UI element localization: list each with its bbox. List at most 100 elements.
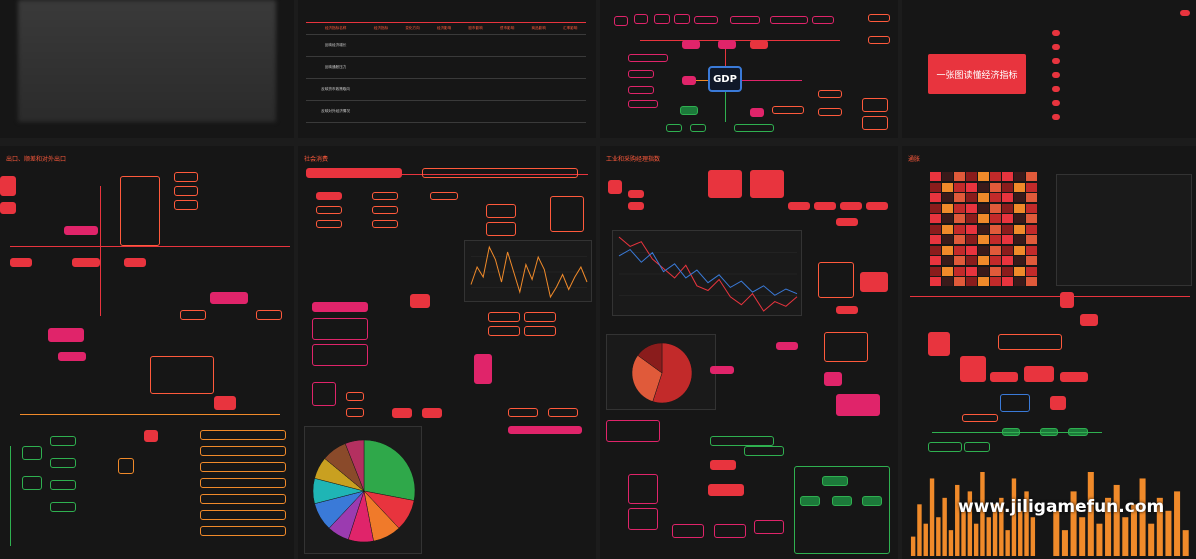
- node-box: [928, 332, 950, 356]
- bar: [1005, 530, 1010, 556]
- heatmap-cell: [930, 235, 941, 244]
- node-box: [614, 16, 628, 26]
- table-header: 经济指标名称: [306, 22, 366, 35]
- heatmap-cell: [978, 266, 989, 276]
- heatmap-cell: [954, 256, 965, 265]
- bar: [1079, 517, 1086, 556]
- heatmap-cell: [966, 266, 977, 276]
- panel-bottom-4: 通胀: [902, 146, 1196, 559]
- heatmap-cell: [1014, 182, 1025, 192]
- bullet: [1052, 58, 1060, 64]
- bar: [1113, 484, 1120, 556]
- bar: [1024, 491, 1029, 556]
- node-box: [0, 176, 16, 196]
- heatmap-cell: [954, 277, 965, 286]
- node-group: [628, 508, 658, 530]
- bullet: [1052, 44, 1060, 50]
- heatmap: [910, 172, 1050, 292]
- node-group: [550, 196, 584, 232]
- node-box: [10, 258, 32, 267]
- node-box: [118, 458, 134, 474]
- node-box: [836, 306, 858, 314]
- gdp-node: GDP: [708, 66, 742, 92]
- node-box: [964, 442, 990, 452]
- node-box: [372, 220, 398, 228]
- node-box: [214, 396, 236, 410]
- heatmap-cell: [1002, 182, 1013, 192]
- heatmap-cell: [942, 277, 953, 286]
- bar: [961, 510, 966, 556]
- bar: [1070, 491, 1077, 556]
- heatmap-cell: [1014, 277, 1025, 286]
- pie-slice: [631, 355, 663, 402]
- heatmap-cell: [978, 277, 989, 286]
- node-box: [654, 14, 670, 24]
- blurred-region: [18, 0, 276, 122]
- node-box: [144, 430, 158, 442]
- node-box: [174, 186, 198, 196]
- table-cell: 反映货币政策取向: [306, 78, 366, 101]
- heatmap-cell: [930, 277, 941, 286]
- heatmap-cell: [1014, 172, 1025, 181]
- bar: [999, 497, 1004, 556]
- node-box: [862, 496, 882, 506]
- node-box: [990, 372, 1018, 382]
- pie-chart-frame: [304, 426, 422, 554]
- heatmap-cell: [942, 245, 953, 255]
- line-chart: [618, 236, 798, 312]
- node-box: [200, 462, 286, 472]
- node-box: [868, 14, 890, 22]
- node-box: [682, 76, 696, 85]
- node-box: [174, 200, 198, 210]
- node-group: [150, 356, 214, 394]
- line-chart: [470, 245, 588, 299]
- heatmap-cell: [1014, 214, 1025, 223]
- node-box: [372, 192, 398, 200]
- heatmap-cell: [930, 203, 941, 213]
- node-box: [730, 16, 760, 24]
- table-row: 反映经济增长: [306, 34, 586, 57]
- node-box: [862, 116, 888, 130]
- series-line: [618, 236, 798, 312]
- node-box: [960, 356, 986, 382]
- node-box: [1024, 366, 1054, 382]
- node-box: [508, 426, 582, 434]
- heatmap-cell: [954, 245, 965, 255]
- node-box: [48, 328, 84, 342]
- node-box: [50, 480, 76, 490]
- table-header: 股市影响: [459, 22, 492, 35]
- node-group: [628, 474, 658, 504]
- heatmap-cell: [978, 214, 989, 223]
- heatmap-cell: [954, 266, 965, 276]
- heatmap-cell: [1026, 193, 1037, 202]
- heatmap-cell: [942, 235, 953, 244]
- node-box: [1060, 372, 1088, 382]
- bar-chart-frame: [1050, 466, 1192, 556]
- node-group: [824, 332, 868, 362]
- bullet: [1052, 72, 1060, 78]
- heatmap-cell: [1026, 214, 1037, 223]
- indicator-table: 经济指标名称 经济指标 变化方向 经济影响 股市影响 债市影响 商品影响 汇率影…: [306, 22, 586, 123]
- node-box: [200, 478, 286, 488]
- node-group: [312, 318, 368, 340]
- node-box: [998, 334, 1062, 350]
- node-box: [866, 202, 888, 210]
- node-box: [694, 16, 718, 24]
- node-box: [488, 326, 520, 336]
- node-box: [770, 16, 808, 24]
- node-box: [430, 192, 458, 200]
- node-box: [1060, 292, 1074, 308]
- heatmap-cell: [990, 203, 1001, 213]
- heatmap-cell: [990, 256, 1001, 265]
- node-box: [710, 460, 736, 470]
- node-box: [316, 206, 342, 214]
- bar: [1018, 510, 1023, 556]
- text-block: [796, 172, 892, 192]
- node-box: [634, 14, 648, 24]
- heatmap-cell: [1026, 182, 1037, 192]
- node-box: [814, 202, 836, 210]
- heatmap-cell: [990, 277, 1001, 286]
- section-title: 工业和采购经理指数: [606, 156, 661, 163]
- node-box: [50, 458, 76, 468]
- bar: [942, 497, 947, 556]
